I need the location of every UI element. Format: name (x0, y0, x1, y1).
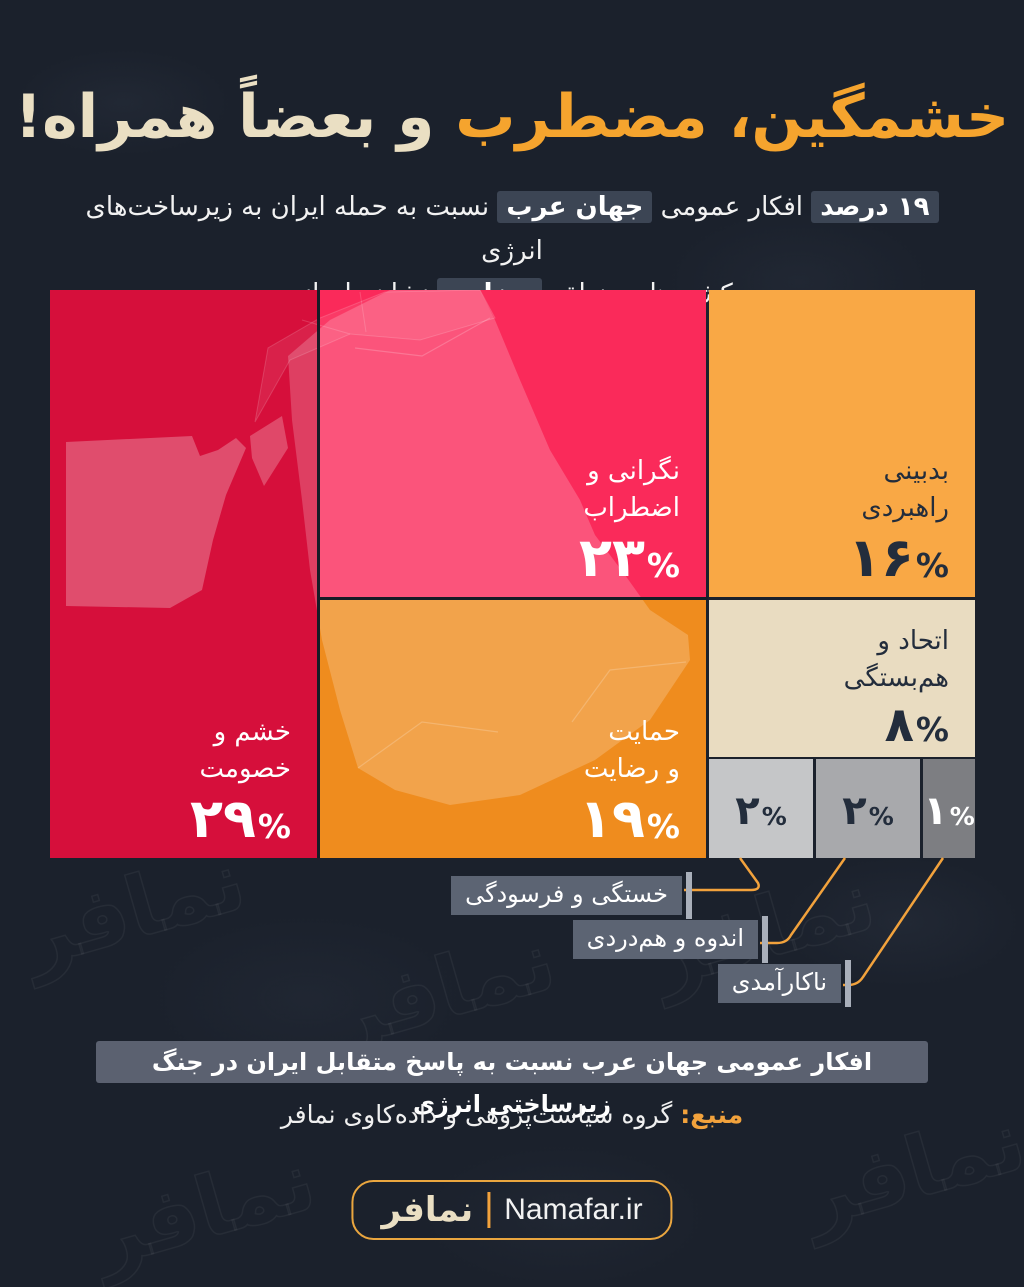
source-line: منبع: گروه سیاست‌پژوهی و داده‌کاوی نمافر (0, 1100, 1024, 1129)
treemap-tile-strategic-pessimism: بدبینی راهبردی ۱۶% (709, 290, 975, 597)
namafar-logo[interactable]: نمافر Namafar.ir (351, 1180, 673, 1240)
logo-divider (487, 1192, 491, 1228)
chart-caption-bar: افکار عمومی جهان عرب نسبت به پاسخ متقابل… (96, 1041, 928, 1118)
treemap-tile-anxiety: نگرانی و اضطراب ۲۳% (320, 290, 706, 597)
treemap-tile-anger: خشم و خصومت ۲۹% (50, 290, 317, 858)
tile-value: ۸% (884, 697, 949, 753)
tile-value: ۲۳% (579, 526, 680, 589)
tile-value: ۲۹% (190, 787, 291, 850)
callout-label-inefficacy: ناکارآمدی (717, 960, 851, 1007)
source-text: گروه سیاست‌پژوهی و داده‌کاوی نمافر (280, 1100, 681, 1129)
tile-value: ۲% (842, 787, 894, 834)
title-part-cream: و بعضاً همراه! (14, 82, 435, 153)
subtitle-line1: ۱۹ درصد افکار عمومی جهان عرب نسبت به حمل… (85, 191, 939, 266)
treemap-tile-solidarity: اتحاد و هم‌بستگی ۸% (709, 600, 975, 757)
logo-latin-url: Namafar.ir (504, 1193, 643, 1226)
callout-label-fatigue: خستگی و فرسودگی (451, 872, 692, 919)
tile-value: ۱۹% (579, 787, 680, 850)
treemap-tile-fatigue: ۲% (709, 759, 813, 858)
callout-tick (845, 960, 851, 1007)
tile-value: ۱۶% (848, 526, 949, 589)
title-part-orange: خشمگین، مضطرب (455, 82, 1010, 153)
tile-value: ۱% (923, 787, 975, 834)
source-label: منبع: (680, 1100, 744, 1129)
callout-label-sorrow: اندوه و هم‌دردی (572, 916, 768, 963)
subtitle-highlight-arab-world: جهان عرب (497, 191, 653, 223)
treemap-tile-inefficacy: ۱% (923, 759, 975, 858)
treemap-tile-support: حمایت و رضایت ۱۹% (320, 600, 706, 858)
tile-value: ۲% (735, 787, 787, 834)
callout-tick (686, 872, 692, 919)
logo-fa-wordmark: نمافر (381, 1190, 474, 1230)
callout-tick (762, 916, 768, 963)
treemap-tile-sorrow: ۲% (816, 759, 920, 858)
page-title: خشمگین، مضطرب و بعضاً همراه! (0, 84, 1024, 150)
treemap-chart: خشم و خصومت ۲۹% نگرانی و اضطراب ۲۳% بدبینی… (50, 290, 975, 858)
subtitle-highlight-19percent: ۱۹ درصد (811, 191, 939, 223)
